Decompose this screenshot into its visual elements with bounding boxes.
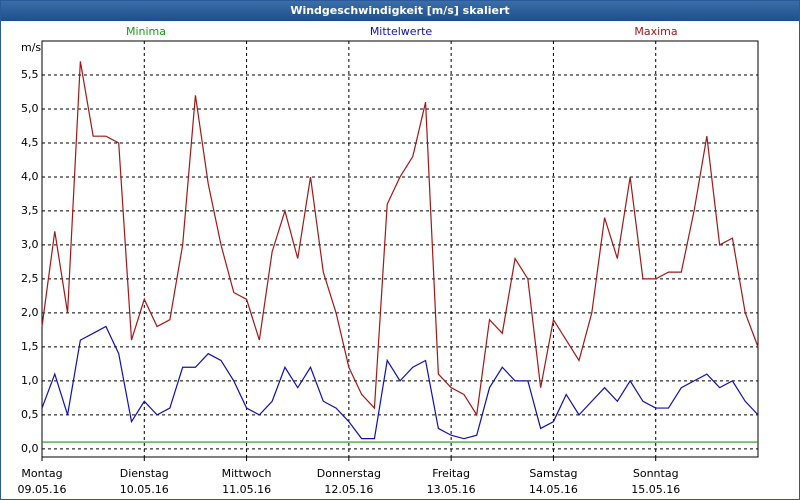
y-tick-label: 1,5 xyxy=(21,340,39,353)
y-tick-label: 2,5 xyxy=(21,272,39,285)
legend-label: Minima xyxy=(126,25,166,38)
y-unit: m/s xyxy=(21,41,41,54)
legend-label: Mittelwerte xyxy=(370,25,433,38)
series-line xyxy=(41,325,759,440)
y-tick-label: 5,5 xyxy=(21,68,39,81)
x-tick-sublabel: 10.05.16 xyxy=(120,483,169,496)
y-tick-label: 4,5 xyxy=(21,136,39,149)
title-bar: Windgeschwindigkeit [m/s] skaliert xyxy=(1,1,799,21)
x-tick-label: Montag xyxy=(21,467,62,480)
chart: m/s 0,0 0,5 1,0 1,5 2,0 2,5 3,0 3,5 4,0 4,5 5,0 5,5… xyxy=(18,25,759,496)
x-tick-label: Sonntag xyxy=(633,467,679,480)
x-tick-sublabel: 11.05.16 xyxy=(222,483,271,496)
y-tick-label: 1,0 xyxy=(21,374,39,387)
x-tick-label: Samstag xyxy=(529,467,577,480)
series-line xyxy=(41,61,759,417)
x-tick-sublabel: 09.05.16 xyxy=(18,483,67,496)
x-tick-label: Mittwoch xyxy=(222,467,272,480)
y-tick-label: 5,0 xyxy=(21,102,39,115)
y-tick-label: 0,0 xyxy=(21,442,39,455)
x-tick-label: Freitag xyxy=(432,467,470,480)
y-tick-label: 3,5 xyxy=(21,204,39,217)
y-tick-label: 4,0 xyxy=(21,170,39,183)
y-tick-label: 3,0 xyxy=(21,238,39,251)
plot-frame xyxy=(41,40,759,458)
x-tick-sublabel: 14.05.16 xyxy=(529,483,578,496)
x-tick-label: Donnerstag xyxy=(317,467,381,480)
y-tick-label: 0,5 xyxy=(21,408,39,421)
x-tick-sublabel: 13.05.16 xyxy=(427,483,476,496)
x-tick-sublabel: 12.05.16 xyxy=(324,483,373,496)
x-tick-sublabel: 15.05.16 xyxy=(631,483,680,496)
y-tick-label: 2,0 xyxy=(21,306,39,319)
legend-label: Maxima xyxy=(634,25,677,38)
x-tick-label: Dienstag xyxy=(120,467,169,480)
